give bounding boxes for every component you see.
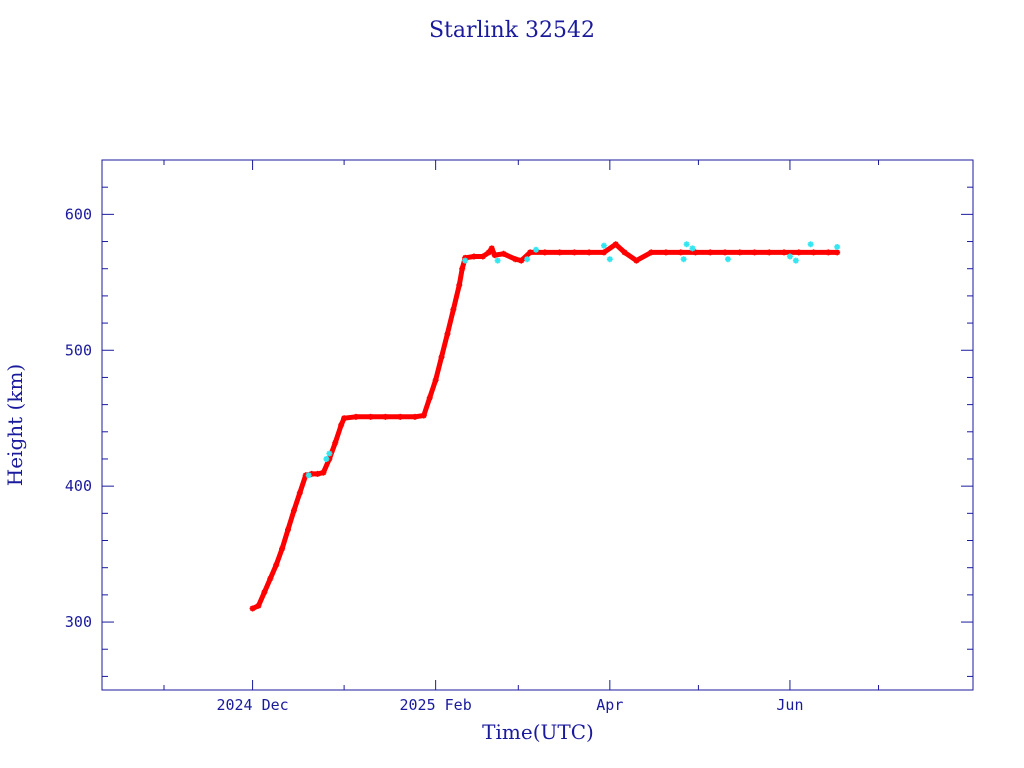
data-point-red — [766, 249, 773, 256]
data-point-red — [438, 354, 445, 361]
data-point-cyan — [807, 241, 814, 248]
data-point-red — [834, 249, 841, 256]
data-point-cyan — [323, 455, 330, 462]
data-point-red — [488, 245, 495, 252]
data-point-red — [795, 249, 802, 256]
data-point-cyan — [786, 253, 793, 260]
data-point-red — [736, 249, 743, 256]
data-point-red — [352, 413, 359, 420]
data-point-red — [261, 589, 268, 596]
data-point-red — [612, 241, 619, 248]
data-point-red — [367, 413, 374, 420]
data-series — [249, 241, 841, 612]
data-point-red — [382, 413, 389, 420]
data-point-cyan — [494, 257, 501, 264]
data-point-red — [285, 526, 292, 533]
y-tick-label: 400 — [65, 477, 92, 495]
x-tick-label: Jun — [776, 696, 803, 714]
data-point-red — [314, 470, 321, 477]
data-point-red — [432, 377, 439, 384]
data-point-cyan — [305, 472, 312, 479]
data-point-cyan — [462, 257, 469, 264]
y-tick-label: 500 — [65, 341, 92, 359]
data-point-cyan — [724, 256, 731, 263]
data-point-cyan — [533, 246, 540, 253]
data-point-red — [518, 257, 525, 264]
plot-frame — [101, 159, 974, 691]
data-point-red — [556, 249, 563, 256]
data-point-red — [512, 256, 519, 263]
data-point-red — [296, 489, 303, 496]
data-point-red — [648, 249, 655, 256]
data-point-red — [621, 249, 628, 256]
data-point-red — [633, 257, 640, 264]
data-point-cyan — [600, 242, 607, 249]
data-point-red — [707, 249, 714, 256]
data-point-red — [450, 306, 457, 313]
data-point-red — [459, 265, 466, 272]
y-tick-label: 600 — [65, 205, 92, 223]
y-tick-label: 300 — [65, 613, 92, 631]
data-point-red — [721, 249, 728, 256]
data-point-red — [491, 252, 498, 259]
data-point-cyan — [689, 245, 696, 252]
data-point-red — [677, 249, 684, 256]
chart-title: Starlink 32542 — [429, 18, 595, 43]
x-tick-label: 2025 Feb — [400, 696, 472, 714]
data-point-cyan — [792, 257, 799, 264]
data-point-red — [781, 249, 788, 256]
data-point-red — [420, 412, 427, 419]
x-tick-label: 2024 Dec — [216, 696, 288, 714]
data-point-cyan — [834, 243, 841, 250]
data-point-cyan — [524, 256, 531, 263]
data-point-cyan — [326, 450, 333, 457]
data-point-red — [249, 605, 256, 612]
data-point-cyan — [683, 241, 690, 248]
data-point-red — [308, 470, 315, 477]
x-tick-label: Apr — [596, 696, 623, 714]
data-point-red — [267, 575, 274, 582]
data-point-red — [456, 282, 463, 289]
x-axis-label: Time(UTC) — [482, 720, 594, 744]
data-point-red — [471, 253, 478, 260]
data-point-red — [290, 507, 297, 514]
data-point-red — [662, 249, 669, 256]
data-point-red — [411, 413, 418, 420]
data-point-red — [338, 422, 345, 428]
y-axis-label: Height (km) — [3, 364, 27, 486]
data-point-red — [500, 250, 507, 257]
data-point-red — [751, 249, 758, 256]
data-point-red — [571, 249, 578, 256]
data-point-red — [692, 249, 699, 256]
data-point-red — [255, 602, 262, 609]
data-point-red — [444, 330, 451, 337]
data-point-red — [527, 249, 534, 256]
data-point-red — [810, 249, 817, 256]
data-point-red — [320, 469, 327, 476]
data-point-cyan — [680, 256, 687, 263]
data-point-red — [341, 415, 348, 422]
data-point-red — [485, 249, 492, 256]
data-point-red — [541, 249, 548, 256]
data-point-red — [479, 253, 486, 260]
data-point-red — [426, 394, 433, 401]
data-point-red — [273, 561, 280, 568]
data-point-red — [586, 249, 593, 256]
data-point-red — [397, 413, 404, 420]
axis-ticks: 2024 Dec 2025 Feb Apr Jun 300 400 500 600 — [65, 159, 973, 714]
data-point-cyan — [606, 256, 613, 263]
data-point-red — [279, 545, 286, 552]
data-point-red — [332, 439, 339, 446]
data-point-red — [825, 249, 832, 256]
data-point-red — [600, 249, 607, 256]
